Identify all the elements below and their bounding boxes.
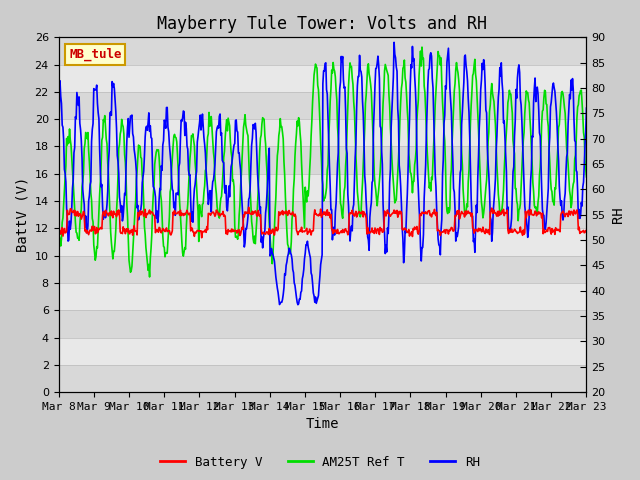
Bar — [58, 174, 586, 201]
Bar — [58, 283, 586, 310]
Bar — [58, 65, 586, 92]
Y-axis label: BattV (V): BattV (V) — [15, 177, 29, 252]
Bar — [58, 201, 586, 228]
Bar — [58, 256, 586, 283]
Bar — [58, 119, 586, 146]
Bar — [58, 228, 586, 256]
Y-axis label: RH: RH — [611, 206, 625, 223]
Legend: Battery V, AM25T Ref T, RH: Battery V, AM25T Ref T, RH — [155, 451, 485, 474]
Bar — [58, 146, 586, 174]
Title: Mayberry Tule Tower: Volts and RH: Mayberry Tule Tower: Volts and RH — [157, 15, 488, 33]
Bar — [58, 37, 586, 65]
Text: MB_tule: MB_tule — [69, 48, 122, 61]
Bar — [58, 92, 586, 119]
Bar — [58, 337, 586, 365]
Bar — [58, 310, 586, 337]
Bar — [58, 365, 586, 392]
X-axis label: Time: Time — [306, 418, 339, 432]
